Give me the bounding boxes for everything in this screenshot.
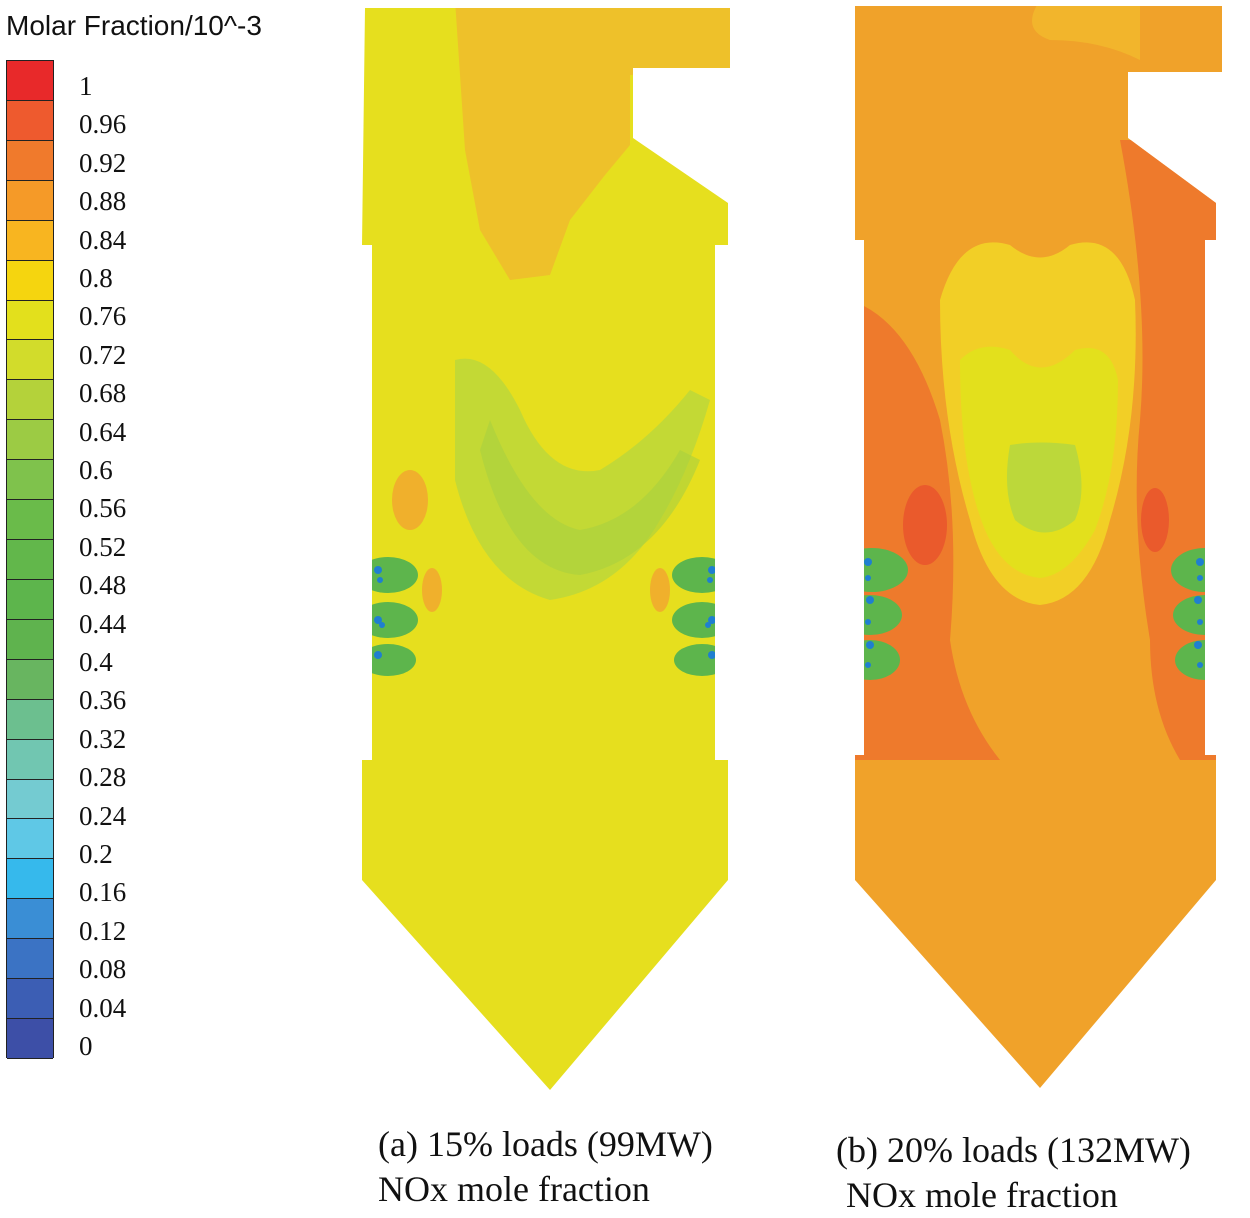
colorbar-tick-label: 0.8 (79, 263, 113, 293)
colorbar-band (7, 819, 53, 860)
colorbar-band (7, 1019, 53, 1059)
colorbar-tick-label: 0.32 (79, 723, 127, 754)
colorbar-band (7, 540, 53, 580)
colorbar-tick-label: 0.88 (79, 186, 127, 217)
colorbar-band (7, 899, 53, 940)
colorbar-band (7, 260, 53, 301)
colorbar-band (7, 220, 53, 261)
colorbar-band (7, 979, 53, 1020)
colorbar-tick-label: 0.16 (79, 877, 127, 908)
colorbar-band (7, 420, 53, 461)
colorbar-tick-label: 0.96 (79, 109, 127, 140)
colorbar-band (7, 779, 53, 820)
colorbar-band (7, 180, 53, 221)
colorbar-band (7, 659, 53, 700)
colorbar-tick-label: 0.64 (79, 416, 127, 447)
caption-b-line2: NOx mole fraction (846, 1175, 1118, 1215)
caption-b-line1: (b) 20% loads (132MW) (836, 1130, 1191, 1170)
colorbar-tick-label: 0.4 (79, 647, 113, 677)
colorbar-tick-label: 0.56 (79, 493, 127, 524)
colorbar-band (7, 61, 53, 101)
colorbar-band (7, 739, 53, 780)
colorbar-band (7, 579, 53, 620)
colorbar-band (7, 500, 53, 541)
colorbar (6, 60, 54, 1059)
colorbar-tick-label: 0.44 (79, 608, 127, 639)
contour-panel-b (855, 6, 1222, 1088)
colorbar-band (7, 340, 53, 381)
colorbar-tick-label: 0.52 (79, 531, 127, 562)
colorbar-band (7, 140, 53, 181)
caption-a-line1: (a) 15% loads (99MW) (378, 1124, 713, 1164)
caption-a-line2: NOx mole fraction (378, 1169, 650, 1209)
colorbar-tick-label: 0.08 (79, 954, 127, 985)
colorbar-tick-label: 0.28 (79, 762, 127, 793)
colorbar-tick-label: 0.92 (79, 147, 127, 178)
colorbar-tick-label: 0.24 (79, 800, 127, 831)
colorbar-band (7, 380, 53, 421)
colorbar-tick-label: 0.2 (79, 839, 113, 869)
colorbar-band (7, 460, 53, 501)
colorbar-tick-label: 0.04 (79, 992, 127, 1023)
colorbar-tick-label: 1 (79, 71, 93, 101)
colorbar-tick-label: 0.36 (79, 685, 127, 716)
contour-panel-a (362, 8, 730, 1090)
colorbar-band (7, 300, 53, 341)
caption-a: (a) 15% loads (99MW) NOx mole fraction (378, 1122, 713, 1212)
colorbar-tick-label: 0.72 (79, 339, 127, 370)
colorbar-band (7, 859, 53, 900)
caption-b: (b) 20% loads (132MW) NOx mole fraction (836, 1128, 1191, 1218)
colorbar-tick-label: 0.6 (79, 455, 113, 485)
colorbar-tick-label: 0.84 (79, 224, 127, 255)
colorbar-tick-label: 0.48 (79, 570, 127, 601)
colorbar-tick-label: 0 (79, 1031, 93, 1061)
colorbar-band (7, 619, 53, 660)
colorbar-band (7, 100, 53, 141)
colorbar-band (7, 699, 53, 740)
colorbar-band (7, 939, 53, 980)
colorbar-tick-label: 0.12 (79, 915, 127, 946)
colorbar-tick-label: 0.68 (79, 378, 127, 409)
legend-title: Molar Fraction/10^-3 (6, 10, 262, 41)
colorbar-tick-label: 0.76 (79, 301, 127, 332)
